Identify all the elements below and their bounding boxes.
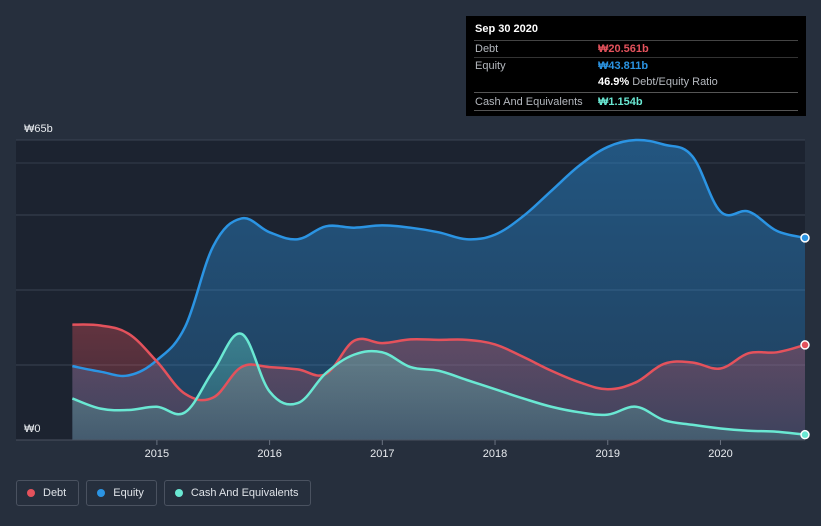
legend-debt-label: Debt [43,487,67,499]
tooltip-debt-label: Debt [475,43,499,55]
legend-cash-label: Cash And Equivalents [190,487,299,499]
tooltip-cash-value: ₩1.154b [598,95,643,108]
x-axis: 2015 2016 2017 2018 2019 2020 [16,439,805,460]
x-tick-label: 2019 [596,448,620,460]
legend-item-equity[interactable]: Equity [86,480,157,506]
tooltip-equity-label: Equity [475,60,506,72]
y-axis-min-label: ₩0 [24,423,41,435]
debt-line [72,323,806,402]
cash-line [71,332,806,436]
series-lines [71,138,806,436]
debt-end-marker[interactable] [800,340,810,350]
series-end-markers [800,233,810,440]
tooltip-cash-row: Cash And Equivalents ₩1.154b [474,92,798,111]
x-tick-label: 2015 [145,448,169,460]
x-tick-label: 2016 [257,448,281,460]
tooltip-date: Sep 30 2020 [475,23,538,35]
legend-item-debt[interactable]: Debt [16,480,80,506]
tooltip-debt-value: ₩20.561b [598,43,649,55]
tooltip-equity-value: ₩43.811b [598,60,649,72]
tooltip-panel: Sep 30 2020 Debt ₩20.561b Equity ₩43.811… [466,16,806,116]
x-tick-label: 2018 [483,448,507,460]
legend-item-cash[interactable]: Cash And Equivalents [163,480,312,506]
tooltip-ratio-label: Debt/Equity Ratio [632,76,718,88]
legend: Debt Equity Cash And Equivalents [16,480,312,506]
tooltip-ratio-row: 46.9% Debt/Equity Ratio [474,74,798,90]
cash-dot-icon [174,489,183,497]
cash-end-marker[interactable] [800,429,810,440]
y-axis-max-label: ₩65b [24,123,53,135]
equity-line [72,138,806,378]
debt-dot-icon [27,489,35,497]
tooltip-ratio-value: 46.9% [598,76,630,88]
tooltip-cash-label: Cash And Equivalents [475,95,583,108]
equity-end-marker[interactable] [800,233,810,243]
legend-equity-label: Equity [113,487,144,499]
tooltip-equity-row: Equity ₩43.811b [474,57,798,74]
x-tick-label: 2017 [370,448,394,460]
tooltip-debt-row: Debt ₩20.561b [474,40,798,57]
equity-dot-icon [97,489,106,497]
y-axis: ₩65b ₩0 [24,123,53,435]
x-tick-label: 2020 [708,448,732,460]
